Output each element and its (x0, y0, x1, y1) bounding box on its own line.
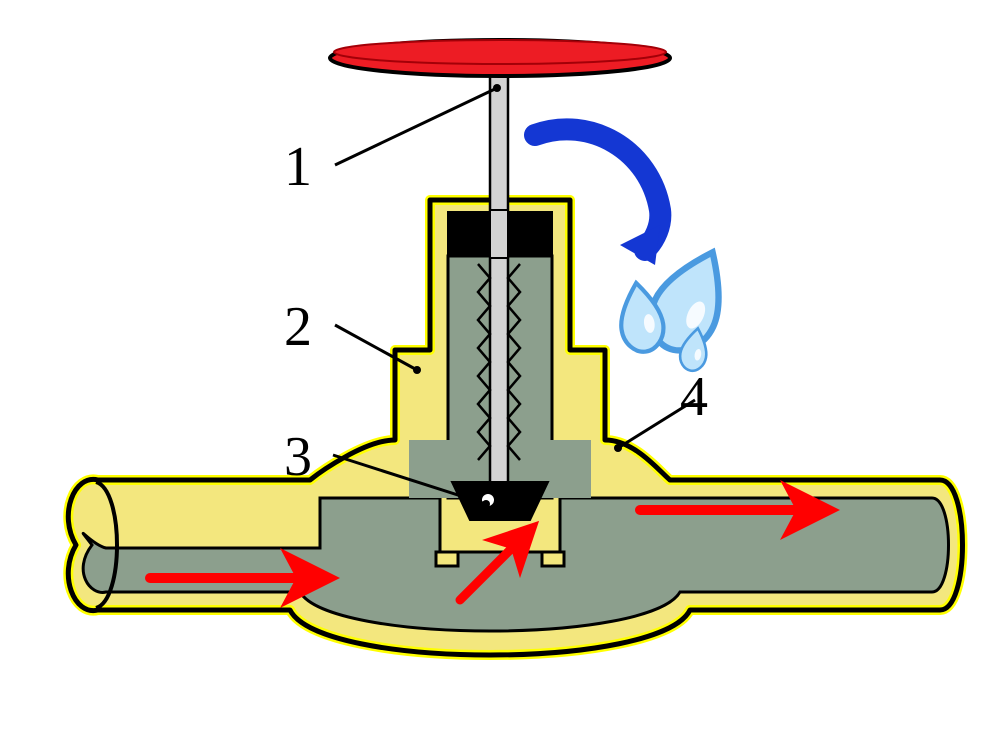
leader-dot (413, 366, 421, 374)
callout-number: 4 (680, 366, 708, 428)
leader-line (335, 88, 497, 165)
leader-dot (493, 84, 501, 92)
valve-stem (490, 68, 508, 490)
leader-dot (482, 500, 490, 508)
valve-disc (452, 482, 548, 520)
leader-dot (614, 444, 622, 452)
callout-number: 2 (284, 296, 312, 358)
callout-number: 3 (284, 426, 312, 488)
callout-number: 1 (284, 136, 312, 198)
